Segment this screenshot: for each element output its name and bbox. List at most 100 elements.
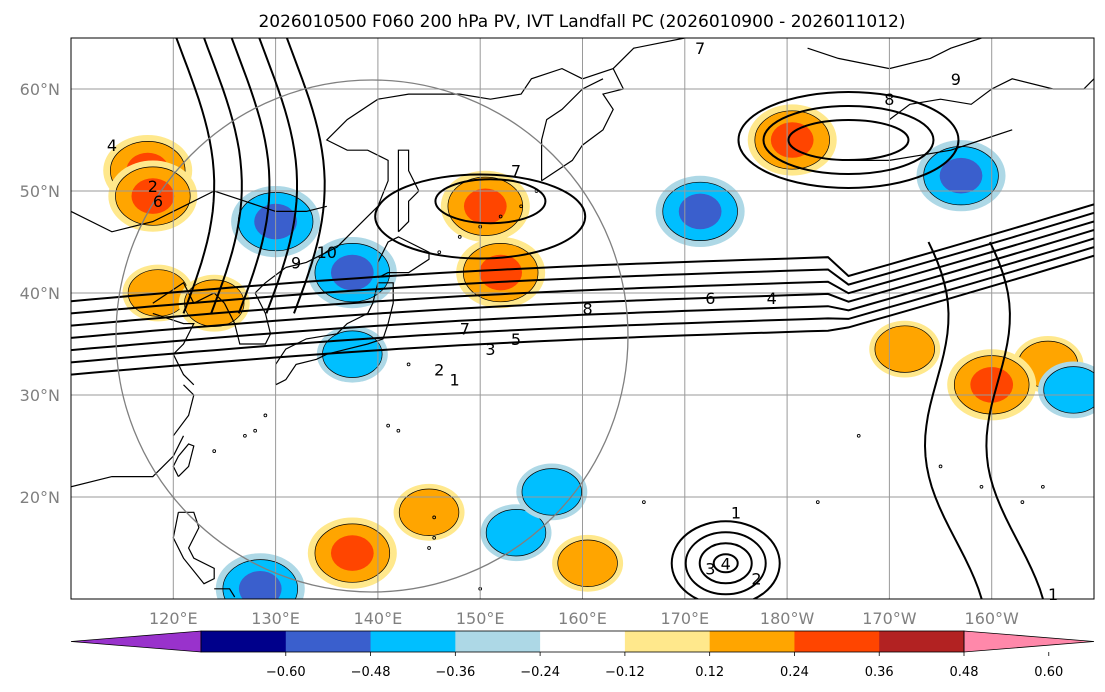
contour-label-1: 2 xyxy=(148,177,158,196)
colorbar-segment-3 xyxy=(455,631,541,652)
jet-contour-3 xyxy=(71,229,1094,339)
y-tick-label-0: 20°N xyxy=(20,488,60,507)
x-tick-label-4: 160°E xyxy=(558,609,607,628)
colorbar-label-3: −0.24 xyxy=(520,665,560,680)
coastline-16 xyxy=(214,588,236,598)
coastline-6 xyxy=(397,149,420,233)
x-tick-label-8: 160°W xyxy=(965,609,1020,628)
trough-contour-1 xyxy=(203,38,243,314)
island-1 xyxy=(457,235,462,239)
colorbar-extend-max xyxy=(963,630,1095,653)
contour-label-4: 10 xyxy=(317,243,337,262)
island-0 xyxy=(437,250,442,255)
y-axis-ticks: 20°N 30°N 40°N 50°N 60°N xyxy=(20,80,60,507)
x-tick-label-0: 120°E xyxy=(149,609,198,628)
colorbar-label-6: 0.24 xyxy=(780,665,809,680)
east-trough-contour-0 xyxy=(923,241,983,599)
trough-contour-3 xyxy=(258,38,298,314)
ridge-contour-0 xyxy=(787,119,910,161)
x-tick-label-6: 180°W xyxy=(760,609,815,628)
island-25 xyxy=(1020,500,1025,504)
y-tick-label-4: 60°N xyxy=(20,80,60,99)
colorbar-segment-5 xyxy=(624,631,711,652)
colorbar-label-0: −0.60 xyxy=(266,665,306,680)
negative-anomaly-1 xyxy=(307,237,397,309)
island-6 xyxy=(386,423,390,428)
negative-anomaly-3 xyxy=(655,175,745,247)
tropical-low-contour-0 xyxy=(712,553,739,574)
colorbar-label-9: 0.60 xyxy=(1034,665,1063,680)
island-14 xyxy=(694,628,697,631)
x-tick-label-1: 130°E xyxy=(251,609,300,628)
island-18 xyxy=(356,603,359,606)
positive-anomaly-1 xyxy=(108,160,198,232)
positive-anomaly-6 xyxy=(393,483,465,541)
island-7 xyxy=(396,428,401,433)
east-trough-contour-1 xyxy=(985,241,1044,599)
contour-label-0: 4 xyxy=(107,136,117,155)
colorbar-segment-4 xyxy=(540,631,626,652)
contour-label-5: 7 xyxy=(511,162,521,181)
tropical-low-contour-1 xyxy=(698,542,753,585)
contour-label-3: 9 xyxy=(291,253,301,272)
island-23 xyxy=(938,464,943,469)
contour-label-16: 9 xyxy=(951,70,961,89)
colorbar-label-5: 0.12 xyxy=(695,665,724,680)
coastline-12 xyxy=(807,38,982,70)
coastline-0 xyxy=(71,435,185,488)
colorbar-segment-0 xyxy=(201,631,287,652)
jet-contour-4 xyxy=(71,220,1094,327)
contour-label-13: 6 xyxy=(705,289,715,308)
coastline-8 xyxy=(377,236,430,279)
contour-label-17: 1 xyxy=(731,503,741,522)
chart-title: 2026010500 F060 200 hPa PV, IVT Landfall… xyxy=(258,12,905,32)
island-3 xyxy=(498,214,503,219)
x-tick-label-7: 170°W xyxy=(862,609,917,628)
contour-label-2: 6 xyxy=(153,192,163,211)
contour-label-20: 2 xyxy=(751,570,761,589)
colorbar-label-8: 0.48 xyxy=(950,665,979,680)
contour-label-8: 7 xyxy=(460,320,470,339)
positive-anomaly-11 xyxy=(869,320,941,378)
closed-contour-low xyxy=(434,178,547,225)
contour-label-7: 8 xyxy=(583,299,593,318)
negative-anomaly-5 xyxy=(480,504,552,562)
colorbar-label-4: −0.12 xyxy=(605,665,645,680)
positive-anomaly-5 xyxy=(456,237,546,309)
closed-contour-outer xyxy=(374,173,587,260)
colorbar-segment-7 xyxy=(794,631,880,652)
trough-contour-0 xyxy=(175,38,216,314)
positive-anomaly-4 xyxy=(440,170,530,242)
contour-label-9: 5 xyxy=(511,330,521,349)
jet-contour-6 xyxy=(71,203,1094,303)
island-15 xyxy=(427,546,431,550)
island-17 xyxy=(432,515,437,520)
trough-contour-2 xyxy=(230,38,271,314)
ridge-contour-1 xyxy=(762,105,935,175)
x-tick-label-3: 150°E xyxy=(456,609,505,628)
contour-label-19: 3 xyxy=(705,559,715,578)
colorbar-extend-min xyxy=(70,630,202,653)
jet-contour-1 xyxy=(71,246,1094,364)
contour-label-12: 1 xyxy=(450,371,460,390)
island-21 xyxy=(815,500,820,504)
y-tick-label-1: 30°N xyxy=(20,386,60,405)
coastline-1 xyxy=(172,384,195,437)
trough-contour-4 xyxy=(285,38,326,314)
negative-anomaly-6 xyxy=(516,463,588,521)
y-tick-label-3: 50°N xyxy=(20,182,60,201)
colorbar-segment-6 xyxy=(709,631,795,652)
island-19 xyxy=(406,362,411,367)
x-tick-label-5: 170°E xyxy=(660,609,709,628)
island-9 xyxy=(253,428,257,433)
negative-anomaly-8 xyxy=(1038,361,1094,419)
island-16 xyxy=(432,535,437,540)
island-24 xyxy=(979,484,984,489)
contour-label-21: 1 xyxy=(1048,585,1058,604)
island-12 xyxy=(642,500,646,504)
colorbar-segment-1 xyxy=(285,631,372,652)
colorbar-label-7: 0.36 xyxy=(865,665,894,680)
region-circle xyxy=(115,79,629,593)
